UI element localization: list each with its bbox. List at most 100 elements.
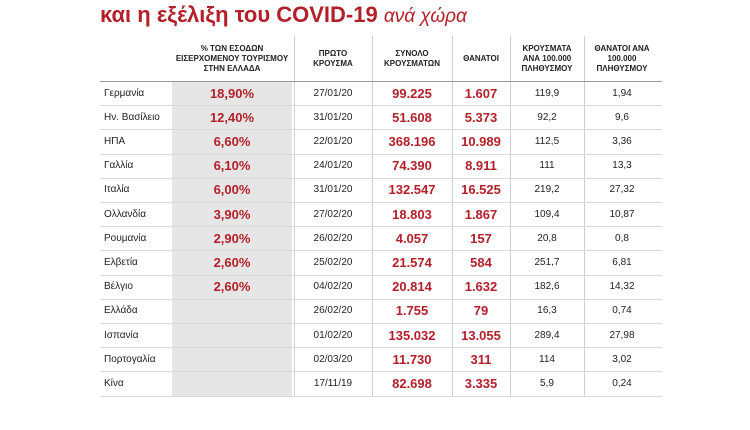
country: Ελλάδα (104, 305, 138, 317)
title-tail: ανά χώρα (383, 6, 467, 27)
country: ΗΠΑ (104, 135, 126, 147)
country: Βέλγιο (104, 281, 133, 293)
cell-value: 1.755 (395, 303, 429, 319)
cell-value: 3.335 (464, 375, 498, 391)
header-rule (100, 81, 662, 82)
row-rule (100, 395, 662, 397)
row-rule (100, 177, 662, 179)
cell-value: 112,5 (534, 135, 560, 147)
title: και η εξέλιξη του COVID-19 ανά χώρα (100, 2, 467, 28)
cell-value: 182,6 (534, 281, 560, 293)
title-main: και η εξέλιξη του COVID-19 (100, 2, 378, 27)
cell-value: 16,3 (537, 305, 557, 317)
cell-value: 4.057 (395, 230, 429, 246)
row-rule (100, 274, 662, 276)
country: Ελβετία (104, 256, 138, 268)
cell-value: 92,2 (537, 111, 557, 123)
cell-value: 31/01/20 (313, 111, 353, 123)
cell-value: 1.632 (464, 279, 498, 295)
column-divider (584, 36, 585, 396)
cell-value: 79 (473, 303, 489, 319)
cell-value: 119,9 (534, 87, 560, 99)
cell-value: 27/01/20 (313, 87, 353, 99)
cell-value: 17/11/19 (313, 377, 353, 389)
cell-value: 584 (470, 254, 492, 270)
row-rule (100, 323, 662, 324)
cell-value: 99.225 (392, 85, 432, 101)
cell-value: 27/02/20 (313, 208, 353, 220)
cell-value: 25/02/20 (313, 256, 353, 268)
cell-value: 6,60% (213, 133, 251, 149)
cell-value: 2,60% (213, 279, 251, 295)
cell-value: 6,00% (213, 182, 251, 198)
country: Ιταλία (104, 184, 130, 196)
cell-value: 0,74 (612, 305, 632, 317)
column-divider (372, 36, 373, 396)
cell-value: 04/02/20 (313, 281, 353, 293)
cell-value: 74.390 (392, 158, 432, 174)
cell-value: 289,4 (534, 329, 560, 341)
row-rule (100, 129, 662, 131)
cell-value: 16.525 (461, 182, 501, 198)
cell-value: 18.803 (392, 206, 432, 222)
cell-value: 368.196 (388, 133, 436, 149)
cell-value: 21.574 (392, 254, 432, 270)
cell-value: 157 (470, 230, 492, 246)
country: Κίνα (104, 377, 124, 389)
cell-value: 20.814 (392, 279, 432, 295)
cell-value: 27,98 (609, 329, 635, 341)
cell-value: 5.373 (464, 109, 498, 125)
cell-value: 132.547 (388, 182, 436, 198)
cell-value: 26/02/20 (313, 232, 353, 244)
cell-value: 1.867 (464, 206, 498, 222)
cell-value: 251,7 (534, 256, 560, 268)
row-rule (100, 347, 662, 349)
cell-value: 111 (539, 160, 555, 172)
cell-value: 2,60% (213, 254, 251, 270)
row-rule (100, 153, 662, 155)
country: Ρουμανία (104, 232, 147, 244)
column-header: ΣΥΝΟΛΟ ΚΡΟΥΣΜΑΤΩΝ (384, 48, 440, 68)
cell-value: 51.608 (392, 109, 432, 125)
country: Γερμανία (104, 87, 145, 99)
cell-value: 10,87 (609, 208, 635, 220)
cell-value: 20,8 (537, 232, 557, 244)
cell-value: 82.698 (392, 375, 432, 391)
cell-value: 22/01/20 (313, 135, 353, 147)
cell-value: 3,02 (612, 353, 632, 365)
cell-value: 311 (470, 351, 492, 367)
cell-value: 13,3 (612, 160, 632, 172)
cell-value: 02/03/20 (313, 353, 353, 365)
country: Ισπανία (104, 329, 139, 341)
cell-value: 13.055 (461, 327, 501, 343)
cell-value: 0,24 (612, 377, 632, 389)
cell-value: 10.989 (461, 133, 501, 149)
cell-value: 114 (539, 353, 555, 365)
cell-value: 14,32 (609, 281, 635, 293)
cell-value: 3,90% (213, 206, 251, 222)
cell-value: 6,10% (213, 158, 251, 174)
row-rule (100, 298, 662, 300)
column-divider (510, 36, 511, 396)
column-shade (172, 81, 292, 396)
column-divider (294, 36, 295, 396)
country: Ολλανδία (104, 208, 146, 220)
column-divider (452, 36, 453, 396)
cell-value: 135.032 (388, 327, 436, 343)
cell-value: 31/01/20 (313, 184, 353, 196)
column-header: ΘΑΝΑΤΟΙ (463, 53, 499, 63)
column-header: ΠΡΩΤΟ ΚΡΟΥΣΜΑ (313, 48, 353, 68)
cell-value: 1,94 (612, 87, 632, 99)
cell-value: 219,2 (534, 184, 560, 196)
country: Ην. Βασίλειο (104, 111, 160, 123)
cell-value: 27,32 (609, 184, 635, 196)
country: Γαλλία (104, 160, 134, 172)
cell-value: 11.730 (392, 351, 432, 367)
cell-value: 6,81 (612, 256, 632, 268)
cell-value: 12,40% (209, 109, 255, 125)
cell-value: 18,90% (209, 85, 255, 101)
cell-value: 0,8 (615, 232, 629, 244)
cell-value: 26/02/20 (313, 305, 353, 317)
cell-value: 9,6 (615, 111, 629, 123)
cell-value: 109,4 (534, 208, 560, 220)
